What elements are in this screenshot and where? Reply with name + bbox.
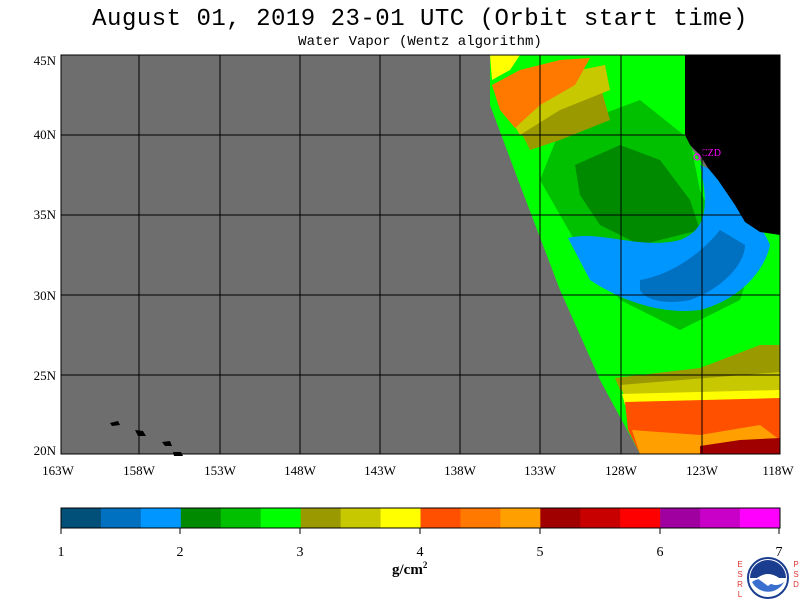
- lat-label-40: 40N: [34, 127, 57, 142]
- lat-label-30: 30N: [34, 288, 57, 303]
- page-subtitle: Water Vapor (Wentz algorithm): [298, 34, 542, 50]
- map-frame: [60, 54, 781, 455]
- lat-label-45: 45N: [34, 53, 57, 68]
- lon-label-163w: 163W: [42, 463, 75, 478]
- colorbar-swatch: [620, 508, 661, 528]
- colorbar-swatch: [100, 508, 142, 528]
- grid-lines: [61, 55, 780, 454]
- swath-mid-green: [575, 145, 700, 245]
- colorbar-swatch: [180, 508, 222, 528]
- island-maui: [162, 441, 172, 446]
- colorbar-swatch: [580, 508, 621, 528]
- swath-yellow-edge: [490, 55, 520, 80]
- colorbar-swatch: [740, 508, 781, 528]
- lat-label-35: 35N: [34, 207, 57, 222]
- colorbar: [60, 507, 781, 534]
- lon-label-158w: 158W: [123, 463, 156, 478]
- swath-orange-north: [492, 58, 590, 128]
- colorbar-tick-labels: 1 2 3 4 5 6 7: [58, 545, 783, 560]
- colorbar-swatch: [61, 508, 102, 528]
- colorbar-swatch: [700, 508, 741, 528]
- island-oahu: [135, 430, 146, 436]
- swath-red-south: [700, 438, 780, 454]
- colorbar-tick-1: 1: [58, 545, 65, 560]
- colorbar-swatch: [540, 508, 581, 528]
- lon-label-133w: 133W: [524, 463, 557, 478]
- colorbar-swatch: [260, 508, 302, 528]
- colorbar-swatch: [220, 508, 262, 528]
- station-marker-czd: CZD: [693, 148, 721, 161]
- lon-label-143w: 143W: [364, 463, 397, 478]
- colorbar-swatch: [500, 508, 541, 528]
- land-mass: [685, 55, 780, 235]
- lon-label-138w: 138W: [444, 463, 477, 478]
- colorbar-tick-5: 5: [537, 545, 544, 560]
- swath-blue-core: [640, 230, 745, 302]
- lon-labels: 163W 158W 153W 148W 143W 138W 133W 128W …: [42, 463, 794, 478]
- swath-olive-north: [520, 85, 610, 150]
- colorbar-swatch: [460, 508, 501, 528]
- colorbar-swatch: [140, 508, 182, 528]
- colorbar-tick-6: 6: [657, 545, 664, 560]
- colorbar-tick-3: 3: [297, 545, 304, 560]
- unit-label: g/cm2: [392, 560, 428, 578]
- map-area: CZD: [60, 54, 781, 456]
- colorbar-swatch: [340, 508, 382, 528]
- colorbar-tick-2: 2: [177, 545, 184, 560]
- colorbar-swatch: [660, 508, 701, 528]
- page-title: August 01, 2019 23-01 UTC (Orbit start t…: [92, 6, 748, 33]
- lon-label-128w: 128W: [605, 463, 638, 478]
- lon-label-118w: 118W: [762, 463, 794, 478]
- colorbar-tick-4: 4: [417, 545, 424, 560]
- colorbar-swatch: [420, 508, 461, 528]
- swath-yellow-north: [505, 65, 610, 135]
- lon-label-153w: 153W: [204, 463, 237, 478]
- lat-labels: 45N 40N 35N 30N 25N 20N: [34, 53, 57, 458]
- lon-label-123w: 123W: [686, 463, 719, 478]
- island-kauai: [110, 421, 120, 426]
- lon-label-148w: 148W: [284, 463, 317, 478]
- lat-label-20: 20N: [34, 443, 57, 458]
- lat-label-25: 25N: [34, 368, 57, 383]
- colorbar-swatch: [380, 508, 421, 528]
- noaa-logo-icon: [747, 557, 789, 599]
- station-label: CZD: [701, 148, 721, 159]
- colorbar-tick-7: 7: [776, 545, 783, 560]
- colorbar-swatch: [300, 508, 342, 528]
